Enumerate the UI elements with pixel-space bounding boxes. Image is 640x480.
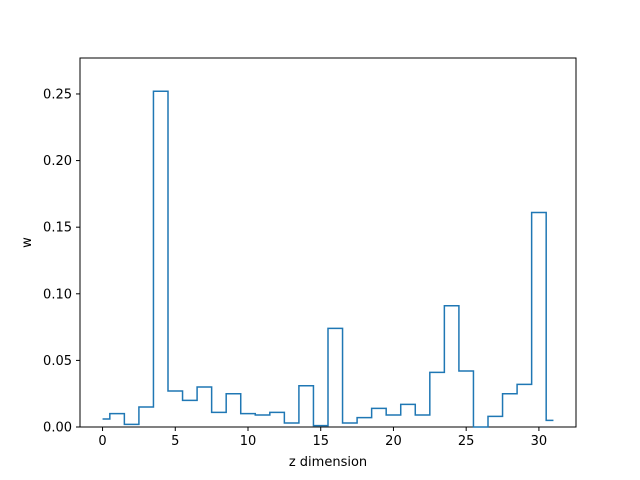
plot-area <box>79 57 577 428</box>
y-axis-label: w <box>20 237 35 248</box>
x-tick-label: 25 <box>458 434 475 449</box>
x-tick-label: 20 <box>385 434 402 449</box>
x-axis-ticks: 0 5 10 15 20 25 30 <box>98 427 547 449</box>
y-axis-ticks: 0.00 0.05 0.10 0.15 0.20 0.25 <box>43 87 80 436</box>
y-tick-label: 0.15 <box>43 221 72 236</box>
y-tick-label: 0.10 <box>43 287 72 302</box>
y-tick-label: 0.20 <box>43 154 72 169</box>
x-tick-label: 0 <box>98 434 106 449</box>
series-line <box>102 90 554 428</box>
x-tick-label: 15 <box>312 434 329 449</box>
x-tick-label: 5 <box>171 434 179 449</box>
y-tick-label: 0.05 <box>43 354 72 369</box>
y-tick-label: 0.25 <box>43 87 72 102</box>
axes-frame <box>79 57 577 428</box>
x-tick-label: 10 <box>240 434 257 449</box>
y-tick-label: 0.00 <box>43 421 72 436</box>
x-tick-label: 30 <box>531 434 548 449</box>
x-axis-label: z dimension <box>289 455 367 470</box>
